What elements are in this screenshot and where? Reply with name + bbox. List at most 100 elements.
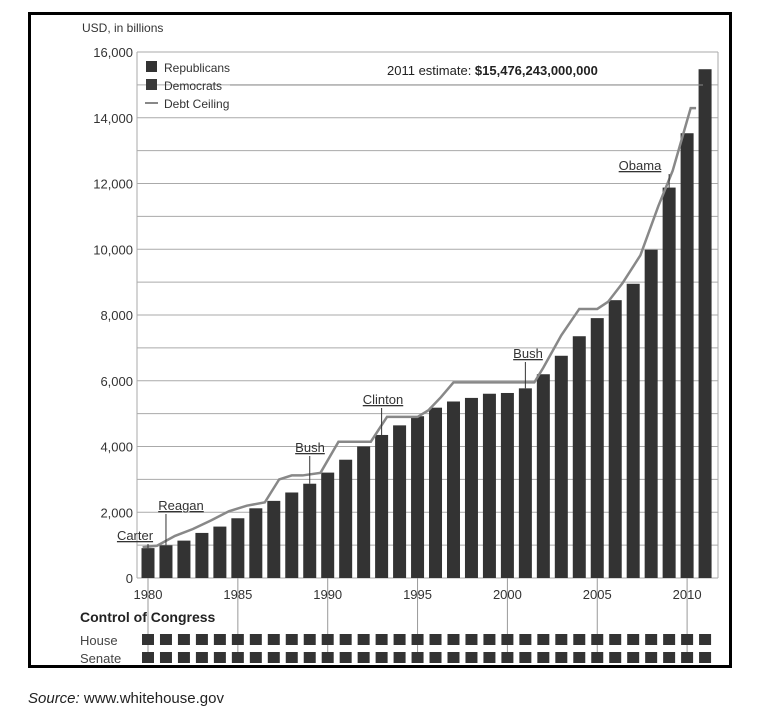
congress-senate-1990 bbox=[321, 652, 334, 663]
congress-senate-1987 bbox=[267, 652, 280, 663]
president-label: Obama bbox=[619, 158, 662, 173]
x-tick-label: 1985 bbox=[223, 587, 252, 602]
bar-1982 bbox=[177, 540, 191, 578]
congress-house-2009 bbox=[663, 634, 676, 645]
bar-2001 bbox=[518, 388, 532, 578]
congress-senate-2010 bbox=[681, 652, 694, 663]
congress-senate-1988 bbox=[285, 652, 298, 663]
y-tick-label: 16,000 bbox=[93, 45, 133, 60]
bar-2006 bbox=[608, 300, 622, 578]
chart-frame bbox=[28, 12, 732, 668]
congress-house-1988 bbox=[285, 634, 298, 645]
congress-row-label: Senate bbox=[80, 651, 121, 666]
bar-1993 bbox=[375, 434, 389, 578]
bar-2010 bbox=[680, 133, 694, 578]
congress-house-1983 bbox=[195, 634, 208, 645]
congress-title: Control of Congress bbox=[80, 609, 216, 625]
bar-1998 bbox=[464, 397, 478, 578]
president-label: Reagan bbox=[158, 498, 204, 513]
congress-senate-1985 bbox=[231, 652, 244, 663]
y-tick-label: 4,000 bbox=[100, 440, 133, 455]
congress-house-1993 bbox=[375, 634, 388, 645]
bar-2003 bbox=[554, 355, 568, 578]
congress-house-1997 bbox=[447, 634, 460, 645]
congress-row-label: House bbox=[80, 633, 118, 648]
congress-senate-1983 bbox=[195, 652, 208, 663]
congress-house-1994 bbox=[393, 634, 406, 645]
congress-house-2000 bbox=[501, 634, 514, 645]
congress-senate-1981 bbox=[159, 652, 172, 663]
bar-2009 bbox=[662, 187, 676, 578]
congress-house-1996 bbox=[429, 634, 442, 645]
debt-ceiling-line bbox=[142, 106, 697, 549]
president-label: Bush bbox=[513, 346, 543, 361]
congress-house-1992 bbox=[357, 634, 370, 645]
bar-1999 bbox=[482, 393, 496, 578]
bar-1988 bbox=[285, 492, 299, 578]
congress-senate-1999 bbox=[483, 652, 496, 663]
bar-2008 bbox=[644, 249, 658, 578]
bar-2002 bbox=[536, 374, 550, 578]
congress-senate-2002 bbox=[537, 652, 550, 663]
congress-house-2005 bbox=[591, 634, 604, 645]
congress-house-2006 bbox=[609, 634, 622, 645]
congress-senate-1994 bbox=[393, 652, 406, 663]
source-label: Source: bbox=[28, 690, 80, 707]
congress-senate-2011 bbox=[699, 652, 712, 663]
congress-house-1989 bbox=[303, 634, 316, 645]
congress-senate-1995 bbox=[411, 652, 424, 663]
congress-house-1984 bbox=[213, 634, 226, 645]
y-tick-label: 14,000 bbox=[93, 111, 133, 126]
congress-house-2004 bbox=[573, 634, 586, 645]
congress-house-2002 bbox=[537, 634, 550, 645]
congress-senate-2003 bbox=[555, 652, 568, 663]
congress-senate-1980 bbox=[142, 652, 154, 663]
congress-house-2003 bbox=[555, 634, 568, 645]
bar-1986 bbox=[249, 508, 263, 578]
y-tick-label: 10,000 bbox=[93, 242, 133, 257]
legend-swatch-democrats bbox=[146, 79, 157, 90]
source-url: www.whitehouse.gov bbox=[79, 690, 224, 707]
bar-1987 bbox=[267, 500, 281, 578]
congress-house-1991 bbox=[339, 634, 352, 645]
y-tick-label: 8,000 bbox=[100, 308, 133, 323]
congress-senate-2007 bbox=[627, 652, 640, 663]
x-tick-label: 2010 bbox=[673, 587, 702, 602]
president-label: Clinton bbox=[363, 392, 403, 407]
congress-house-1998 bbox=[465, 634, 478, 645]
annotation-value: $15,476,243,000,000 bbox=[475, 63, 598, 78]
x-tick-label: 2000 bbox=[493, 587, 522, 602]
congress-senate-2009 bbox=[663, 652, 676, 663]
bar-2004 bbox=[572, 336, 586, 578]
bar-1992 bbox=[357, 446, 371, 578]
bar-2011 bbox=[698, 69, 712, 578]
congress-senate-1991 bbox=[339, 652, 352, 663]
bar-1980 bbox=[141, 548, 155, 578]
bar-2000 bbox=[500, 392, 514, 578]
bar-1994 bbox=[393, 425, 407, 578]
congress-house-2001 bbox=[519, 634, 532, 645]
congress-house-1990 bbox=[321, 634, 334, 645]
congress-senate-2000 bbox=[501, 652, 514, 663]
legend-label: Republicans bbox=[164, 61, 230, 75]
legend-label: Debt Ceiling bbox=[164, 97, 229, 111]
legend-swatch-republicans bbox=[146, 61, 157, 72]
legend-label: Democrats bbox=[164, 79, 222, 93]
bar-1989 bbox=[303, 483, 317, 578]
congress-senate-1998 bbox=[465, 652, 478, 663]
congress-senate-1984 bbox=[213, 652, 226, 663]
bar-1983 bbox=[195, 532, 209, 578]
congress-house-2011 bbox=[699, 634, 712, 645]
x-tick-label: 1990 bbox=[313, 587, 342, 602]
congress-house-1987 bbox=[267, 634, 280, 645]
x-tick-label: 1995 bbox=[403, 587, 432, 602]
congress-house-1980 bbox=[142, 634, 154, 645]
bar-1984 bbox=[213, 526, 227, 578]
congress-senate-2005 bbox=[591, 652, 604, 663]
congress-senate-1993 bbox=[375, 652, 388, 663]
congress-senate-2004 bbox=[573, 652, 586, 663]
bar-1995 bbox=[411, 416, 425, 578]
congress-house-2008 bbox=[645, 634, 658, 645]
bar-2007 bbox=[626, 283, 640, 578]
